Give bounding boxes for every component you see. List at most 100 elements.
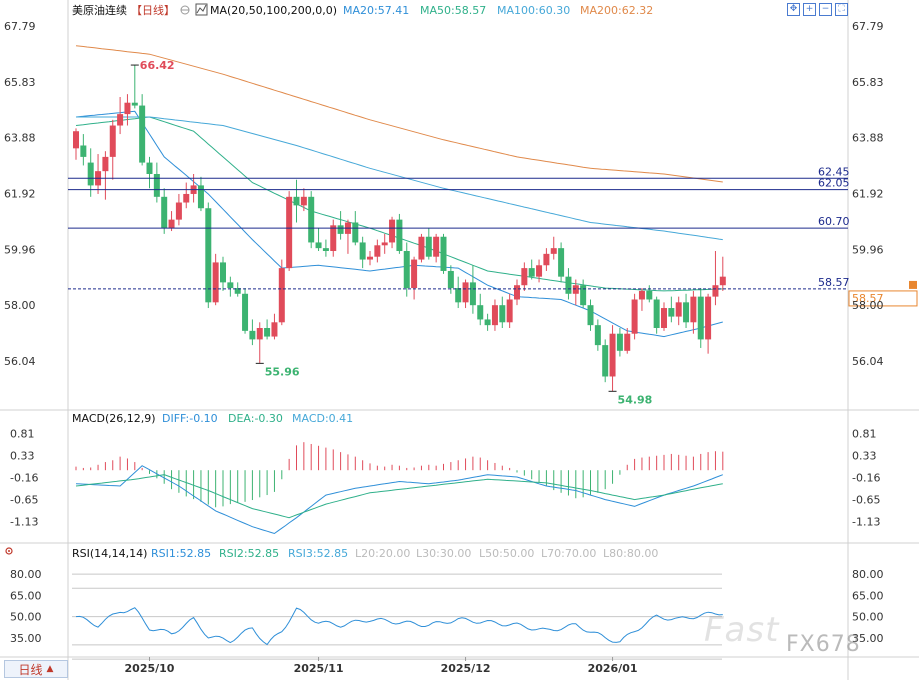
timeframe-label: 日线 [18,662,43,677]
rsi3-value: RSI3:52.85 [288,547,348,560]
candle [638,288,645,311]
macd-tick-left: 0.81 [10,428,35,441]
price-tick-right: 58.00 [852,299,884,312]
macd-panel [75,442,724,535]
candle [381,233,388,254]
axes: 67.79 67.79 65.83 65.83 63.88 63.88 61.92 61.92… [4,20,884,675]
candle [469,265,476,314]
candle-body [521,268,528,286]
candle-body [572,285,579,294]
candle-body [697,296,704,340]
candle [117,97,124,135]
candle [506,293,513,328]
candle-body [315,242,322,249]
candle [374,239,381,263]
candle-body [153,174,160,197]
rsi-tick-left: 50.00 [10,611,42,624]
candle-body [624,333,631,351]
candle [580,279,587,309]
macd-diff: DIFF:-0.10 [162,412,218,425]
candle [697,288,704,348]
rsi-settings-icon[interactable] [5,547,13,555]
candle-body [352,222,359,243]
candle-body [359,242,366,260]
candle [484,313,491,331]
candle-body [602,345,609,377]
rsi-tick-right: 35.00 [852,632,884,645]
macd-tick-right: -0.16 [852,471,880,484]
macd-tick-right: 0.81 [852,428,877,441]
candle-body [668,308,675,317]
candle-body [322,248,329,251]
candle-body [631,299,638,334]
candle [455,276,462,309]
macd-diff-line [75,465,723,535]
candle-body [227,282,234,289]
candles [73,65,726,392]
candle [256,322,263,364]
candle-body [293,196,300,206]
candle [264,319,271,340]
candle-body [646,290,653,300]
rsi-tick-left: 80.00 [10,568,42,581]
candle-body [146,162,153,174]
x-tick-label: 2025/10 [125,662,175,675]
candle-body [131,102,138,106]
candle [514,279,520,306]
candle [308,191,315,249]
macd-tick-right: 0.33 [852,449,877,462]
zoom-out-icon[interactable]: − [819,3,832,16]
rsi-l70: L70:70.00 [541,547,596,560]
timeframe-button[interactable]: 日线 ▲ [4,660,68,678]
candle-body [580,285,587,306]
candle-body [506,299,513,323]
rsi-tick-right: 65.00 [852,589,884,602]
candle [183,182,190,209]
candle-body [300,196,307,206]
candle-body [102,156,109,172]
candle-body [161,196,168,229]
ma-line-ma100 [76,116,723,241]
zoom-in-icon[interactable]: + [803,3,816,16]
annotation-label: 54.98 [618,393,653,406]
macd-label: MACD(26,12,9) [72,412,156,425]
candle-body [477,305,484,320]
level-label: 58.57 [818,276,850,289]
candle-body [389,219,396,243]
indicator-chart-icon[interactable] [195,3,208,16]
settings-gear-icon[interactable] [180,5,190,15]
candle-body [418,236,425,260]
candle [286,191,293,271]
candle [719,256,726,291]
candle-body [440,236,447,271]
candle [491,299,498,331]
fullscreen-icon[interactable]: ⛶ [835,3,848,16]
candle-body [381,242,388,246]
candle [234,282,241,297]
candle-body [109,125,116,157]
price-tick-right: 56.04 [852,355,884,368]
candle-body [609,333,616,377]
candle [683,293,690,328]
candle [109,119,116,180]
rsi-l80: L80:80.00 [603,547,658,560]
candle [146,156,153,189]
candle-body [242,293,249,331]
rsi2-value: RSI2:52.85 [219,547,279,560]
candle-body [558,248,565,277]
move-icon[interactable]: ✥ [787,3,800,16]
candle-body [462,282,469,303]
candle-body [374,245,381,257]
candle [631,293,638,340]
candle-body [73,131,79,149]
candle-body [264,328,271,337]
candle-body [330,225,337,251]
macd-value: MACD:0.41 [292,412,353,425]
candle-body [396,219,403,251]
candle-body [183,193,190,203]
price-tick-right: 67.79 [852,20,884,33]
rsi-tick-right: 50.00 [852,611,884,624]
candle [433,233,440,263]
